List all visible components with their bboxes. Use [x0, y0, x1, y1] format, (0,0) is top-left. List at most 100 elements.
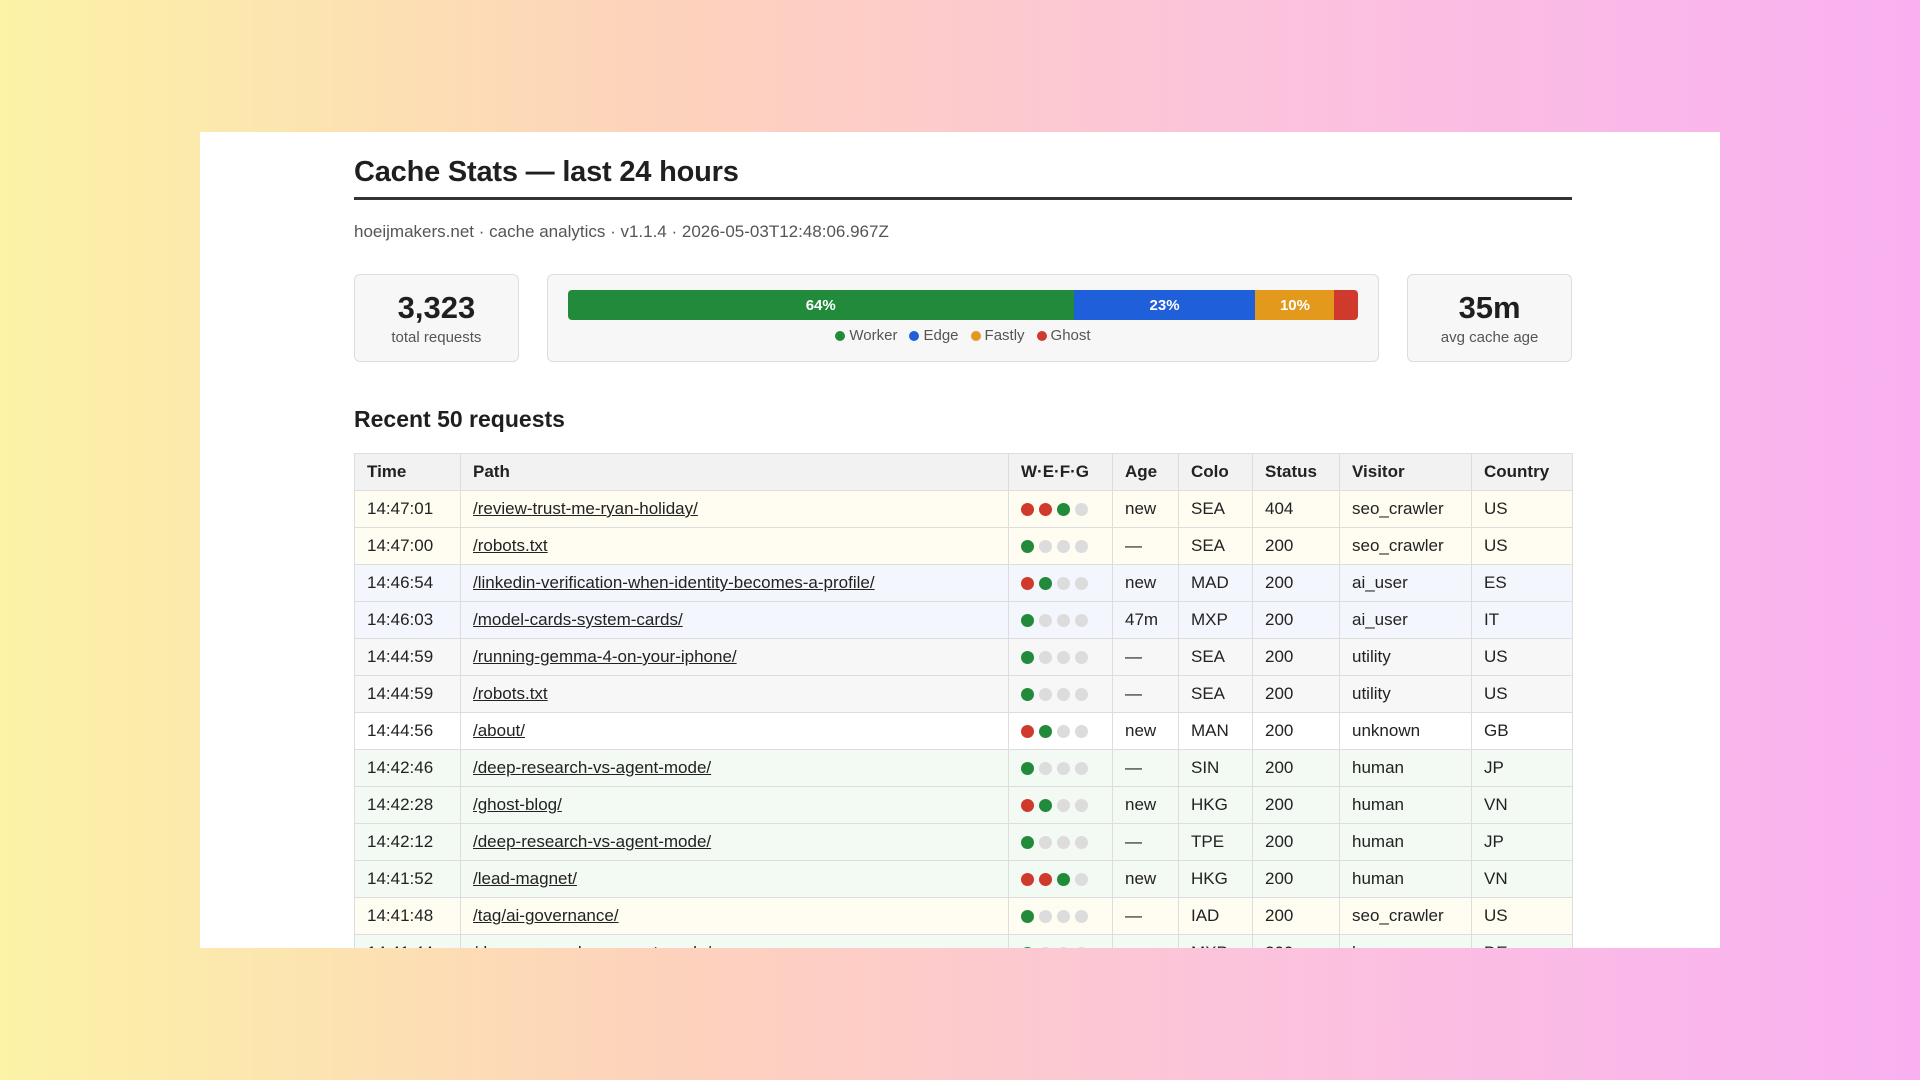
- table-row: 14:41:44/deep-research-vs-agent-mode/ —MX…: [354, 934, 1573, 948]
- cell-path: /about/: [460, 712, 1009, 750]
- legend-dot-icon: [1036, 330, 1047, 341]
- cell-age: —: [1112, 823, 1179, 861]
- skip-dot-icon: [1075, 872, 1088, 886]
- legend-item-ghost: Ghost: [1036, 327, 1091, 344]
- legend-dot-icon: [970, 330, 981, 341]
- path-link[interactable]: /ghost-blog/: [473, 795, 562, 814]
- legend-dot-icon: [835, 330, 846, 341]
- table-row: 14:47:00/robots.txt — SEA 200 seo_crawler US: [354, 527, 1573, 565]
- path-link[interactable]: /model-cards-system-cards/: [473, 610, 683, 629]
- cell-time: 14:44:56: [354, 712, 461, 750]
- column-header-wefg: W·E·F·G: [1008, 453, 1113, 491]
- cache-layer-dots: [1021, 502, 1100, 516]
- cell-time: 14:47:00: [354, 527, 461, 565]
- cell-visitor: utility: [1339, 675, 1472, 713]
- skip-dot-icon: [1075, 576, 1088, 590]
- skip-dot-icon: [1057, 576, 1070, 590]
- path-link[interactable]: /deep-research-vs-agent-mode/: [473, 943, 711, 948]
- skip-dot-icon: [1039, 650, 1052, 664]
- table-row: 14:47:01/review-trust-me-ryan-holiday/ne…: [354, 490, 1573, 528]
- table-row: 14:41:52/lead-magnet/new HKG 200 human VN: [354, 860, 1573, 898]
- hit-dot-icon: [1039, 798, 1052, 812]
- path-link[interactable]: /robots.txt: [473, 536, 548, 555]
- cell-status: 200: [1252, 934, 1340, 948]
- avg-cache-age-card: 35m avg cache age: [1407, 274, 1572, 362]
- legend-label: Fastly: [984, 327, 1025, 344]
- hit-dot-icon: [1021, 835, 1034, 849]
- cell-colo: SEA: [1178, 675, 1253, 713]
- cell-time: 14:44:59: [354, 675, 461, 713]
- cell-colo: IAD: [1178, 897, 1253, 935]
- column-header-status: Status: [1252, 453, 1340, 491]
- cell-colo: SEA: [1178, 527, 1253, 565]
- cell-status: 200: [1252, 675, 1340, 713]
- cell-visitor: human: [1339, 786, 1472, 824]
- total-requests-value: 3,323: [397, 289, 476, 325]
- cell-path: /lead-magnet/: [460, 860, 1009, 898]
- cell-path: /deep-research-vs-agent-mode/: [460, 934, 1009, 948]
- cell-age: —: [1112, 897, 1179, 935]
- column-header-age: Age: [1112, 453, 1179, 491]
- cache-layer-dots: [1021, 687, 1100, 701]
- hit-dot-icon: [1057, 872, 1070, 886]
- cache-layer-dots: [1021, 946, 1100, 948]
- table-row: 14:42:12/deep-research-vs-agent-mode/ — TP…: [354, 823, 1573, 861]
- cell-visitor: human: [1339, 823, 1472, 861]
- hit-dot-icon: [1021, 613, 1034, 627]
- skip-dot-icon: [1075, 798, 1088, 812]
- cell-status: 200: [1252, 638, 1340, 676]
- avg-cache-age-value: 35m: [1458, 289, 1521, 325]
- path-link[interactable]: /deep-research-vs-agent-mode/: [473, 832, 712, 851]
- skip-dot-icon: [1075, 539, 1088, 553]
- skip-dot-icon: [1057, 724, 1070, 738]
- legend-item-fastly: Fastly: [970, 327, 1025, 344]
- path-link[interactable]: /linkedin-verification-when-identity-bec…: [473, 573, 875, 592]
- path-link[interactable]: /tag/ai-governance/: [473, 906, 619, 925]
- cell-visitor: human: [1339, 749, 1472, 787]
- cell-status: 200: [1252, 564, 1340, 602]
- skip-dot-icon: [1075, 687, 1088, 701]
- legend-item-edge: Edge: [909, 327, 959, 344]
- cell-status: 404: [1252, 490, 1340, 528]
- legend-dot-icon: [909, 330, 920, 341]
- legend-label: Worker: [849, 327, 898, 344]
- cell-country: ES: [1471, 564, 1573, 602]
- cache-layer-dots: [1021, 650, 1100, 664]
- skip-dot-icon: [1057, 946, 1070, 948]
- page-title: Cache Stats — last 24 hours: [354, 156, 1572, 200]
- hit-dot-icon: [1039, 724, 1052, 738]
- cell-age: —: [1112, 675, 1179, 713]
- path-link[interactable]: /review-trust-me-ryan-holiday/: [473, 499, 698, 518]
- cell-colo: MAD: [1178, 564, 1253, 602]
- cache-layer-dots: [1021, 835, 1100, 849]
- skip-dot-icon: [1057, 761, 1070, 775]
- page-subtitle: hoeijmakers.net · cache analytics · v1.1…: [354, 222, 889, 241]
- path-link[interactable]: /lead-magnet/: [473, 869, 577, 888]
- skip-dot-icon: [1075, 502, 1088, 516]
- path-link[interactable]: /robots.txt: [473, 684, 548, 703]
- miss-dot-icon: [1021, 576, 1034, 590]
- bar-segment-fastly: 10%: [1255, 290, 1335, 320]
- legend-label: Edge: [923, 327, 959, 344]
- cell-status: 200: [1252, 749, 1340, 787]
- cell-country: JP: [1471, 749, 1573, 787]
- cell-time: 14:41:44: [354, 934, 461, 948]
- cell-time: 14:46:03: [354, 601, 461, 639]
- table-header-row: Time Path W·E·F·G Age Colo Status Visitor Count…: [354, 453, 1573, 491]
- skip-dot-icon: [1039, 761, 1052, 775]
- cache-layer-dots: [1021, 613, 1100, 627]
- path-link[interactable]: /running-gemma-4-on-your-iphone/: [473, 647, 737, 666]
- cell-path: /robots.txt: [460, 675, 1009, 713]
- cell-cache-layers: [1008, 712, 1113, 750]
- cell-country: US: [1471, 638, 1573, 676]
- cell-path: /tag/ai-governance/: [460, 897, 1009, 935]
- skip-dot-icon: [1075, 835, 1088, 849]
- skip-dot-icon: [1039, 909, 1052, 923]
- path-link[interactable]: /about/: [473, 721, 525, 740]
- cell-age: new: [1112, 490, 1179, 528]
- cell-status: 200: [1252, 601, 1340, 639]
- cell-country: IT: [1471, 601, 1573, 639]
- path-link[interactable]: /deep-research-vs-agent-mode/: [473, 758, 712, 777]
- skip-dot-icon: [1039, 613, 1052, 627]
- cell-age: 47m: [1112, 601, 1179, 639]
